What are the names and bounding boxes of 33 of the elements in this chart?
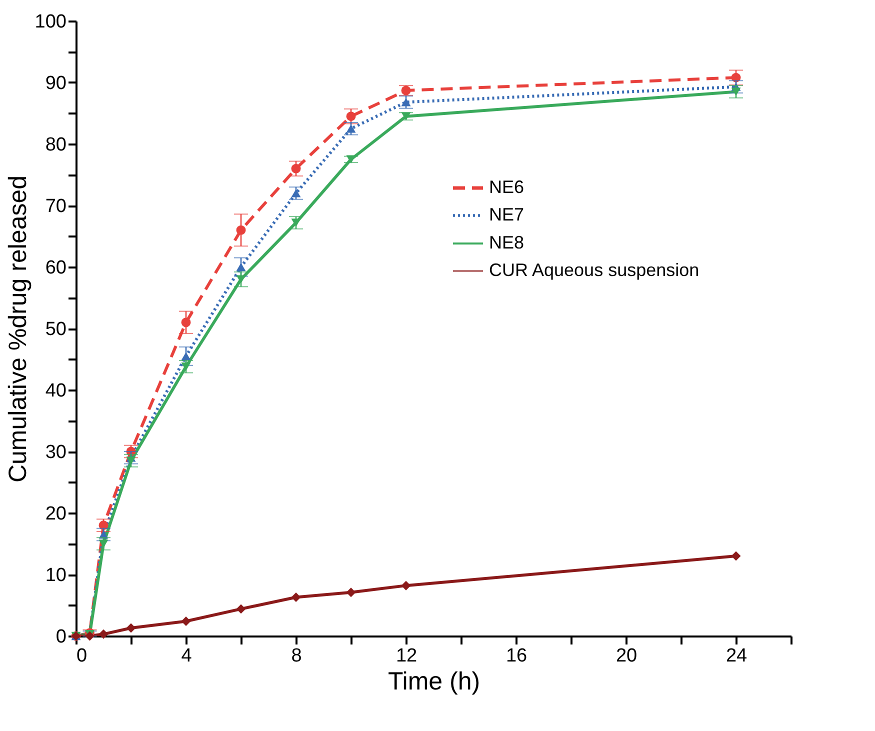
x-tick-label: 20 [616,646,638,666]
point [346,588,356,598]
point [181,616,191,626]
point [126,623,136,633]
y-tick-label: 30 [45,442,66,463]
y-tick-label: 90 [45,73,66,94]
point [98,629,108,639]
point [291,592,301,602]
x-axis-title: Time (h) [388,668,480,696]
y-tick-label: 60 [45,258,66,278]
x-tick-label: 12 [396,646,418,666]
y-tick-label: 20 [45,504,66,524]
y-tick-label: 50 [45,319,66,340]
y-tick-label: 40 [45,380,66,402]
legend-label: NE6 [489,177,524,197]
point [401,580,411,590]
y-tick-label: 80 [45,134,66,156]
point [731,551,741,561]
y-axis-title: Cumulative %drug released [4,175,32,483]
legend-label: NE7 [489,204,524,224]
y-tick-label: 100 [34,12,66,32]
y-tick-label: 70 [45,196,66,217]
y-tick-label: 10 [45,565,66,586]
x-tick-label: 24 [726,646,748,666]
legend-label: CUR Aqueous suspension [489,260,700,280]
point [236,604,246,614]
legend-label: NE8 [489,232,524,252]
x-tick-label: 16 [506,646,528,666]
x-tick-label: 0 [76,646,88,666]
x-tick-label: 8 [291,646,302,666]
y-tick-label: 0 [56,626,66,648]
point [85,631,94,641]
x-tick-label: 4 [181,646,192,666]
